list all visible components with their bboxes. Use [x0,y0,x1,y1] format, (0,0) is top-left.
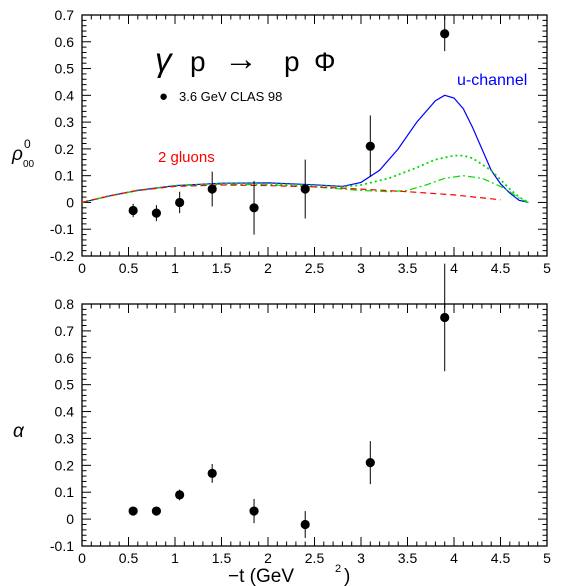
x-tick-label: 3 [357,260,365,276]
x-tick-label: 2 [264,260,272,276]
y-tick-label: 0.5 [55,61,75,77]
y-tick-label: 0.5 [55,377,75,393]
x-axis-label-sup: 2 [335,563,341,575]
data-point [300,184,310,194]
legend: ● 3.6 GeV CLAS 98 [159,88,282,105]
data-point [249,203,259,213]
alpha-text-layer: α −t (GeV 2 ) [13,421,350,586]
x-tick-label: 3.5 [398,550,418,566]
y-tick-label: 0.2 [55,457,75,473]
x-tick-label: 0 [78,260,86,276]
data-point [365,458,375,468]
x-tick-label: 3.5 [398,260,418,276]
data-point [207,468,217,478]
x-tick-label: 4 [450,550,458,566]
y-tick-label: 0.7 [55,323,75,339]
data-point [365,141,375,151]
data-point [175,197,185,208]
x-tick-label: 1 [171,260,179,276]
y-tick-label: 0.3 [55,430,75,446]
y-tick-label: 0.6 [55,34,75,50]
y-tick-label: 0.3 [55,114,75,130]
x-tick-label: 0.5 [119,260,139,276]
legend-label: 3.6 GeV CLAS 98 [179,89,282,104]
x-tick-label: 1 [171,550,179,566]
rho-y-axis-label: ρ 0 00 [11,137,35,170]
reaction-gamma: γ [155,41,174,78]
x-tick-label: 0.5 [119,550,139,566]
data-point [128,506,138,516]
x-axis-label-close: ) [344,566,350,586]
y-tick-label: 0.4 [55,87,75,103]
reaction-phi: Φ [314,47,336,77]
x-tick-label: 5 [543,260,551,276]
x-tick-label: 5 [543,550,551,566]
model-curve-dashed [81,184,501,203]
x-tick-label: 4.5 [491,550,511,566]
x-tick-label: 2 [264,550,272,566]
data-point [300,519,310,530]
alpha-y-axis-label: α [13,421,25,442]
data-point [249,506,259,516]
data-point [151,506,161,516]
rho-subscript: 00 [23,159,35,170]
data-point [440,29,450,39]
x-tick-label: 3 [357,550,365,566]
data-point [440,312,450,323]
rho-superscript: 0 [24,137,31,151]
y-tick-label: 0.4 [55,404,75,420]
y-tick-label: 0.7 [55,7,75,23]
y-tick-label: 0.6 [55,350,75,366]
reaction-proton-in: p [190,46,206,77]
y-tick-label: -0.1 [50,221,74,237]
reaction-label: γ p → p Φ [155,40,336,78]
rho-symbol: ρ [11,144,23,165]
x-tick-label: 4 [450,260,458,276]
alpha-panel: 0 0.5 1 1.5 2 2.5 3 3.5 4 4.5 5-0.100.10.20.30.40.… [50,263,551,566]
rho-panel: 0 0.5 1 1.5 2 2.5 3 3.5 4 4.5 5 -0.2 -0.1 0 0.1 0.2 0.3 0… [50,7,551,276]
y-tick-label: -0.1 [50,538,74,554]
x-tick-label: 0 [78,550,86,566]
reaction-arrow: → [224,40,258,78]
data-point [151,208,161,218]
y-tick-label: 0.2 [55,141,75,157]
x-tick-label: 2.5 [305,260,325,276]
data-point [207,184,217,194]
x-tick-label: 1.5 [212,550,232,566]
annotation-u-channel: u-channel [457,72,527,89]
y-tick-label: 0.1 [55,484,75,500]
x-axis-label: −t (GeV 2 ) [228,563,350,586]
plot-frame [81,303,548,547]
y-tick-label: 0 [66,511,74,527]
y-tick-label: 0.8 [55,296,75,312]
x-tick-label: 2.5 [305,550,325,566]
y-tick-label: 0 [66,194,74,210]
y-tick-label: -0.2 [50,248,74,264]
annotation-2-gluons: 2 gluons [158,149,215,166]
y-tick-label: 0.1 [55,168,75,184]
legend-marker: ● [159,88,168,105]
x-tick-label: 4.5 [491,260,511,276]
x-tick-label: 1.5 [212,260,232,276]
x-axis-label-main: −t (GeV [228,566,294,586]
reaction-proton-out: p [284,46,300,77]
rho-text-layer: γ p → p Φ ● 3.6 GeV CLAS 98 u-channel 2 … [11,40,527,170]
data-point [128,205,138,216]
data-point [175,490,185,500]
model-curve-dotted [81,154,529,204]
